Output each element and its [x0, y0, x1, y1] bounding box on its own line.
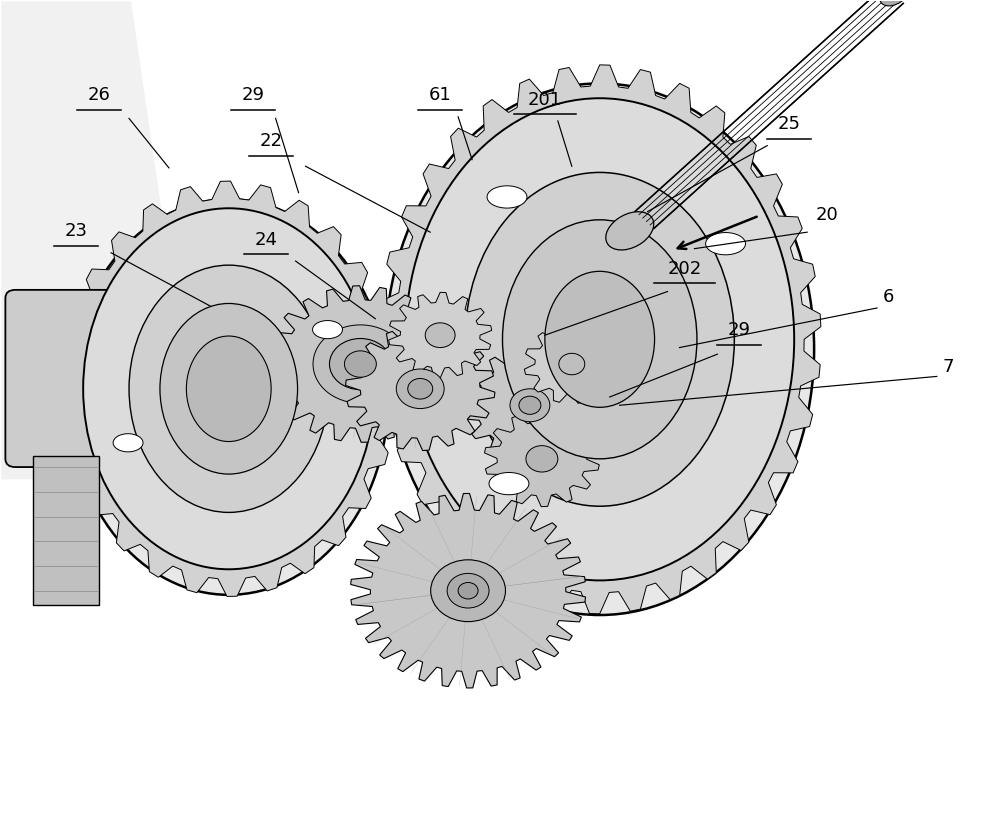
Polygon shape: [463, 350, 597, 461]
Ellipse shape: [510, 389, 550, 422]
Ellipse shape: [385, 84, 814, 615]
Ellipse shape: [83, 208, 374, 569]
Ellipse shape: [69, 199, 388, 595]
Text: 29: 29: [241, 86, 264, 104]
Text: 7: 7: [943, 358, 954, 376]
Text: 201: 201: [528, 90, 562, 108]
Ellipse shape: [396, 369, 444, 409]
Ellipse shape: [545, 271, 655, 408]
Text: 23: 23: [65, 222, 88, 241]
Ellipse shape: [606, 212, 654, 250]
Polygon shape: [389, 292, 492, 378]
Text: 6: 6: [883, 289, 895, 306]
Text: 22: 22: [259, 131, 282, 150]
Ellipse shape: [465, 172, 734, 506]
Polygon shape: [266, 286, 455, 442]
Ellipse shape: [408, 379, 433, 399]
Polygon shape: [1, 2, 201, 480]
Ellipse shape: [447, 573, 489, 608]
Text: 20: 20: [816, 206, 838, 224]
Text: 61: 61: [429, 86, 452, 104]
Text: 24: 24: [254, 231, 277, 249]
Ellipse shape: [706, 232, 745, 255]
Polygon shape: [346, 327, 495, 451]
Polygon shape: [33, 457, 99, 605]
Ellipse shape: [129, 265, 328, 513]
Polygon shape: [379, 65, 821, 614]
Text: 26: 26: [88, 86, 111, 104]
Ellipse shape: [186, 336, 271, 442]
Polygon shape: [484, 411, 599, 507]
Ellipse shape: [559, 353, 585, 375]
Ellipse shape: [458, 582, 478, 599]
Ellipse shape: [502, 220, 697, 459]
Ellipse shape: [489, 472, 529, 495]
Ellipse shape: [160, 304, 298, 474]
Ellipse shape: [113, 433, 143, 452]
Ellipse shape: [329, 338, 391, 390]
Ellipse shape: [431, 560, 505, 622]
Ellipse shape: [519, 396, 541, 414]
Ellipse shape: [526, 446, 558, 472]
Ellipse shape: [313, 321, 342, 339]
Ellipse shape: [425, 323, 455, 347]
FancyBboxPatch shape: [5, 290, 123, 467]
Ellipse shape: [880, 0, 908, 6]
Text: 202: 202: [667, 260, 702, 278]
Ellipse shape: [344, 351, 376, 377]
Text: 29: 29: [728, 322, 751, 339]
Text: 25: 25: [778, 115, 801, 133]
Polygon shape: [351, 494, 586, 688]
Ellipse shape: [313, 325, 408, 404]
Polygon shape: [524, 325, 619, 404]
Ellipse shape: [487, 186, 527, 208]
Polygon shape: [62, 181, 396, 596]
Ellipse shape: [405, 98, 794, 581]
